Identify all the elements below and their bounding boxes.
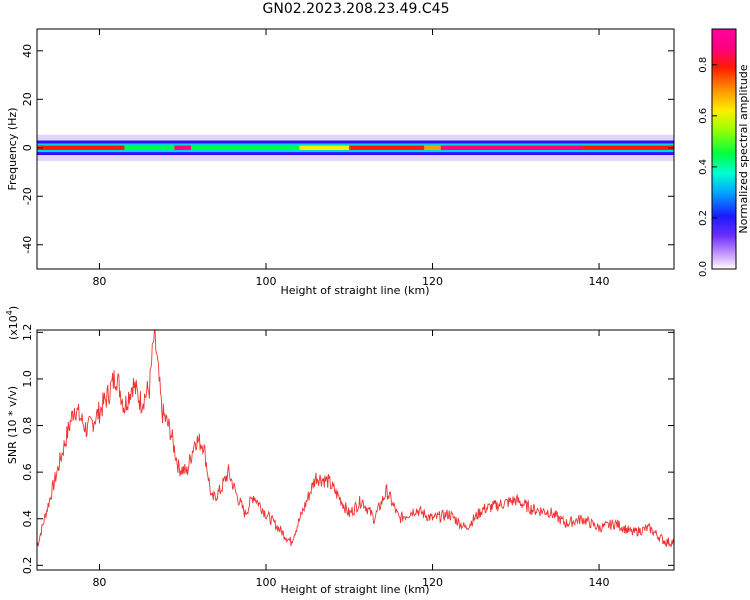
band-core-segment-5 xyxy=(349,145,425,150)
band-core-segment-2 xyxy=(174,145,192,150)
spectrogram-panel: 80 100 120 140 40 20 0 -20 -40 Height of straigh… xyxy=(6,28,675,297)
band-core-segment-0 xyxy=(37,145,125,150)
snr-y-tick-label: 0.8 xyxy=(21,417,34,435)
snr-multiplier-close: ) xyxy=(7,306,20,310)
spectrogram-axes: 80 100 120 140 40 20 0 -20 -40 xyxy=(21,29,674,288)
band-core-segment-3 xyxy=(191,145,300,150)
x-tick-label: 80 xyxy=(92,275,106,288)
y-tick-label: 40 xyxy=(21,44,34,58)
snr-y-tick-label: 0.6 xyxy=(21,463,34,481)
band-core-segment-4 xyxy=(299,145,350,150)
snr-x-tick-label: 120 xyxy=(422,576,443,589)
colorbar-tick-label: 0.8 xyxy=(698,57,709,73)
spectral-band xyxy=(37,134,674,161)
snr-y-tick-label: 0.4 xyxy=(21,510,34,528)
figure-title: GN02.2023.208.23.49.C45 xyxy=(262,1,450,17)
snr-series-line xyxy=(36,330,675,548)
snr-frame xyxy=(36,329,675,571)
spectrogram-frame xyxy=(36,28,675,270)
snr-x-label: Height of straight line (km) xyxy=(280,583,429,596)
colorbar-gradient xyxy=(711,28,737,270)
y-tick-label: -40 xyxy=(21,236,34,254)
y-tick-label: -20 xyxy=(21,187,34,205)
x-tick-label: 100 xyxy=(255,275,276,288)
spectrogram-y-label: Frequency (Hz) xyxy=(6,108,19,191)
snr-panel: 80 100 120 140 0.2 0.4 0.6 0.8 1.0 1.2 Height of … xyxy=(5,306,675,596)
snr-y-label: SNR (10 * v/v) xyxy=(6,386,19,464)
snr-axes: 80 100 120 140 0.2 0.4 0.6 0.8 1.0 1.2 xyxy=(21,324,674,589)
spectrogram-x-label: Height of straight line (km) xyxy=(280,284,429,297)
colorbar-ticks: 0.0 0.2 0.4 0.6 0.8 xyxy=(698,57,717,277)
colorbar-tick-label: 0.4 xyxy=(698,159,709,175)
band-core-segment-1 xyxy=(124,145,175,150)
band-core-segment-8 xyxy=(582,145,674,150)
colorbar-tick-label: 0.6 xyxy=(698,108,709,124)
snr-x-tick-label: 140 xyxy=(589,576,610,589)
x-tick-label: 120 xyxy=(422,275,443,288)
snr-y-tick-label: 1.2 xyxy=(21,324,34,342)
svg-text:(x104): (x104) xyxy=(5,306,20,340)
snr-y-tick-label: 1.0 xyxy=(21,370,34,388)
colorbar: 0.0 0.2 0.4 0.6 0.8 Normalized spectral ampl… xyxy=(698,28,750,277)
snr-multiplier-exp: 4 xyxy=(5,310,14,315)
colorbar-label: Normalized spectral amplitude xyxy=(737,64,750,233)
snr-multiplier-base: (x10 xyxy=(7,315,20,340)
snr-multiplier: (x104) xyxy=(5,306,20,340)
colorbar-tick-label: 0.0 xyxy=(698,261,709,277)
y-tick-label: 20 xyxy=(21,92,34,106)
band-core-segment-6 xyxy=(424,145,441,150)
band-core-segment-7 xyxy=(440,145,583,150)
snr-x-tick-label: 100 xyxy=(255,576,276,589)
y-tick-label: 0 xyxy=(21,144,34,151)
x-tick-label: 140 xyxy=(589,275,610,288)
snr-y-tick-label: 0.2 xyxy=(21,557,34,575)
snr-x-tick-label: 80 xyxy=(92,576,106,589)
colorbar-tick-label: 0.2 xyxy=(698,210,709,226)
